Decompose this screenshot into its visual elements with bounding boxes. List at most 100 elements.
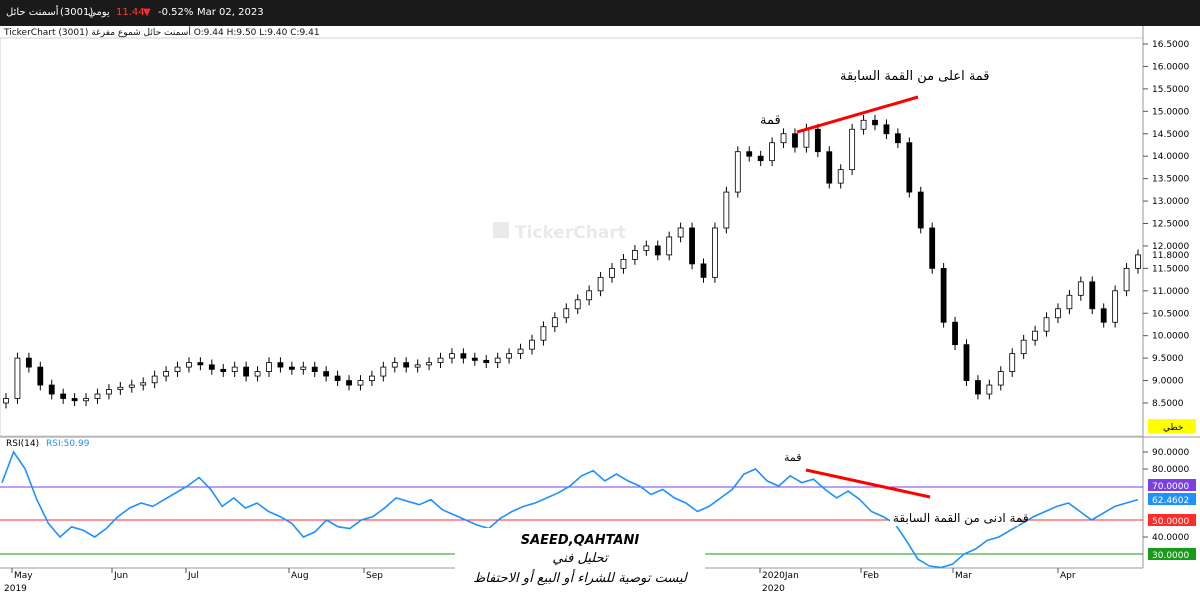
price-tick-label: 14.5000 bbox=[1152, 130, 1189, 140]
candle-body bbox=[689, 227, 695, 265]
price-tick-label: 15.0000 bbox=[1152, 107, 1189, 117]
candle-body bbox=[471, 357, 478, 361]
candle-body bbox=[952, 321, 958, 346]
candle-body bbox=[769, 142, 776, 162]
candle-body bbox=[106, 389, 112, 395]
candle-body bbox=[48, 384, 55, 395]
candle-body bbox=[414, 364, 421, 368]
candle-body bbox=[1135, 254, 1141, 269]
rsi-annotation-lower-high: قمة ادنى من القمة السابقة bbox=[893, 511, 1029, 526]
price-tick-label: 12.0000 bbox=[1152, 242, 1189, 252]
candle-body bbox=[483, 359, 490, 364]
rsi-tick-label: 90.0000 bbox=[1152, 448, 1189, 458]
annotation-peak: قمة bbox=[760, 113, 781, 128]
candle-body bbox=[723, 191, 730, 229]
month-tick-label: 2020Jan bbox=[762, 571, 799, 581]
candle-body bbox=[151, 375, 158, 384]
candle-body bbox=[1100, 308, 1107, 323]
candle-body bbox=[83, 398, 89, 402]
price-tick-label: 11.0000 bbox=[1152, 287, 1189, 297]
candle-body bbox=[643, 245, 650, 251]
ticker-top-bar: أسمنت حائل (3001) يومي 11.44 ▼ -0.52% Ma… bbox=[0, 0, 1200, 26]
price-tick-label: 16.5000 bbox=[1152, 40, 1189, 50]
candle-body bbox=[25, 357, 32, 368]
candle-body bbox=[163, 371, 169, 377]
last-price: 11.44 bbox=[116, 7, 145, 18]
candle-body bbox=[3, 398, 9, 404]
month-tick-label: Jul bbox=[187, 571, 199, 581]
year-label: 2019 bbox=[4, 584, 27, 594]
candle-body bbox=[986, 384, 993, 395]
price-tick-label: 9.0000 bbox=[1152, 377, 1184, 387]
candle-body bbox=[975, 380, 981, 395]
candle-body bbox=[220, 368, 227, 372]
candle-body bbox=[517, 348, 524, 355]
candle-body bbox=[323, 371, 330, 377]
month-tick-label: Jun bbox=[113, 571, 128, 581]
price-tick-label: 13.0000 bbox=[1152, 197, 1189, 207]
candle-body bbox=[1077, 281, 1084, 296]
period-selector[interactable]: يومي bbox=[88, 7, 110, 18]
candle-body bbox=[391, 362, 398, 368]
candle-body bbox=[334, 375, 341, 381]
candle-body bbox=[814, 128, 821, 153]
line-type-button[interactable]: خطي bbox=[1148, 419, 1196, 433]
candle-body bbox=[529, 339, 535, 350]
month-tick-label: May bbox=[14, 571, 33, 581]
line-type-button-label: خطي bbox=[1163, 423, 1183, 433]
candle-body bbox=[1032, 330, 1038, 341]
chart-subtitle: TickerChart أسمنت حائل شموع مفرغة (3001)… bbox=[4, 28, 320, 38]
rsi-level-70-tag: 70.0000 bbox=[1148, 479, 1196, 492]
rsi-tick-label: 80.0000 bbox=[1152, 465, 1189, 475]
candle-body bbox=[14, 357, 21, 399]
price-tick-label: 11.5000 bbox=[1152, 264, 1189, 274]
candle-body bbox=[1020, 339, 1027, 355]
candle-body bbox=[71, 398, 78, 402]
candle-body bbox=[746, 151, 753, 157]
price-tick-label: 10.0000 bbox=[1152, 332, 1189, 342]
rsi-current-tag: 62.4602 bbox=[1148, 493, 1196, 506]
candle-body bbox=[426, 362, 432, 366]
candle-body bbox=[449, 353, 455, 359]
price-tick-label: 8.5000 bbox=[1152, 399, 1184, 409]
candle-body bbox=[346, 380, 352, 386]
price-trend-line bbox=[796, 95, 919, 134]
rsi-level-30-tag: 30.0000 bbox=[1148, 548, 1196, 561]
svg-text:30.0000: 30.0000 bbox=[1152, 551, 1189, 561]
price-tick-label: 12.5000 bbox=[1152, 220, 1189, 230]
price-tick-label: 16.0000 bbox=[1152, 62, 1189, 72]
candle-body bbox=[574, 299, 581, 310]
company-name[interactable]: أسمنت حائل bbox=[6, 7, 59, 18]
candle-body bbox=[1112, 290, 1119, 323]
candle-body bbox=[654, 245, 661, 256]
candle-body bbox=[757, 155, 764, 162]
symbol-code: (3001) bbox=[60, 7, 94, 18]
month-tick-label: Apr bbox=[1060, 571, 1076, 581]
candle-body bbox=[506, 353, 513, 359]
candle-body bbox=[60, 393, 67, 399]
candle-body bbox=[837, 169, 844, 184]
candle-body bbox=[712, 227, 718, 278]
overlay-line2: ليست توصية للشراء أو البيع أو الاحتفاظ bbox=[473, 569, 689, 586]
price-tick-label: 9.5000 bbox=[1152, 354, 1184, 364]
watermark: TickerChart bbox=[493, 222, 626, 243]
candle-body bbox=[460, 353, 467, 359]
candle-body bbox=[563, 308, 570, 319]
candle-body bbox=[231, 366, 238, 372]
candle-body bbox=[277, 362, 284, 368]
candle-body bbox=[368, 375, 375, 381]
candle-body bbox=[609, 267, 615, 278]
svg-text:70.0000: 70.0000 bbox=[1152, 482, 1189, 492]
triangle-down-icon: ▼ bbox=[143, 7, 151, 18]
candle-body bbox=[620, 258, 627, 269]
candle-body bbox=[894, 133, 901, 144]
candle-body bbox=[1066, 294, 1073, 310]
candle-body bbox=[963, 344, 970, 381]
watermark-text: TickerChart bbox=[515, 223, 626, 243]
overlay-note-bg bbox=[455, 528, 705, 590]
rsi-trend-line bbox=[805, 468, 931, 499]
candle-body bbox=[597, 276, 604, 292]
rsi-title: RSI(14) bbox=[6, 439, 39, 449]
month-tick-label: Feb bbox=[863, 571, 879, 581]
